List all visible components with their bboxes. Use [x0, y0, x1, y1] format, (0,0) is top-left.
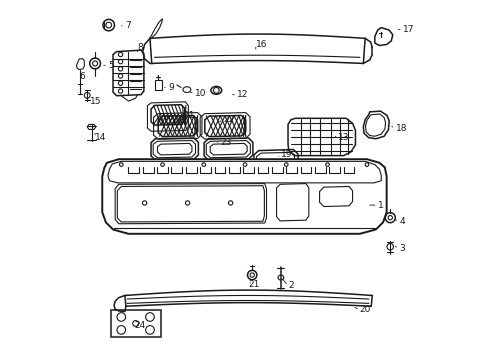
Text: 21: 21: [248, 280, 259, 289]
Polygon shape: [115, 184, 267, 224]
Text: 10: 10: [195, 89, 206, 98]
Text: 22: 22: [223, 115, 235, 124]
Text: 5: 5: [108, 61, 114, 70]
Text: 8: 8: [137, 43, 143, 52]
Polygon shape: [102, 159, 387, 234]
Text: 20: 20: [360, 305, 371, 314]
Text: 17: 17: [403, 25, 414, 34]
Text: 12: 12: [237, 90, 248, 99]
Polygon shape: [319, 186, 353, 207]
Text: 13: 13: [338, 133, 350, 142]
Text: 1: 1: [378, 201, 384, 210]
Polygon shape: [276, 184, 309, 221]
Text: 15: 15: [90, 96, 101, 105]
Text: 7: 7: [125, 21, 131, 30]
Text: 23: 23: [220, 138, 232, 147]
Text: 4: 4: [399, 217, 405, 226]
Text: 3: 3: [399, 244, 405, 253]
Text: 6: 6: [79, 72, 85, 81]
Text: 19: 19: [281, 150, 293, 159]
Bar: [155, 80, 162, 90]
Text: 11: 11: [184, 111, 196, 120]
Text: 16: 16: [256, 40, 267, 49]
Text: 24: 24: [135, 321, 146, 330]
Text: 2: 2: [288, 281, 294, 290]
Text: 18: 18: [395, 123, 407, 132]
Text: 9: 9: [168, 83, 173, 92]
Text: 14: 14: [95, 133, 106, 142]
